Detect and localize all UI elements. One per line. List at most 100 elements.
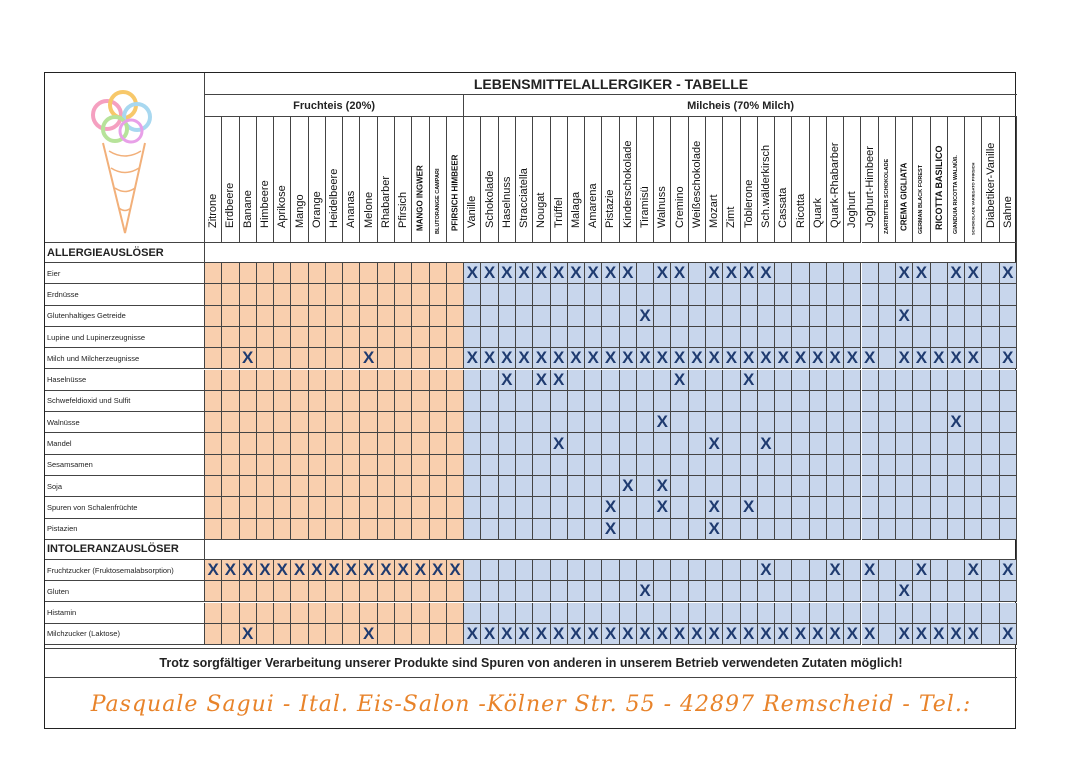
table-cell: X	[429, 559, 447, 582]
table-cell: X	[671, 369, 689, 391]
table-cell	[481, 476, 499, 498]
column-header-label: Sahne	[1001, 196, 1014, 228]
table-cell	[602, 390, 620, 413]
allergen-mark: X	[777, 623, 789, 643]
table-cell: X	[896, 263, 914, 285]
allergen-mark: X	[708, 433, 720, 453]
table-cell	[256, 518, 275, 540]
column-header-label: PFIRSICH HIMBEER	[450, 154, 460, 231]
table-cell	[567, 390, 586, 413]
table-cell	[533, 476, 551, 498]
table-cell	[792, 369, 810, 391]
allergen-mark: X	[708, 623, 720, 643]
table-cell	[688, 559, 706, 582]
allergen-mark: X	[380, 560, 392, 580]
table-cell	[723, 497, 741, 519]
table-cell	[826, 602, 845, 624]
table-cell	[343, 348, 361, 370]
table-cell	[809, 263, 827, 285]
table-cell	[982, 326, 1000, 349]
table-cell	[878, 326, 897, 349]
table-cell	[688, 602, 706, 624]
table-cell: X	[688, 623, 706, 646]
table-cell	[913, 581, 931, 603]
table-cell	[567, 602, 586, 624]
table-cell	[239, 497, 257, 519]
table-cell	[446, 326, 465, 349]
allergen-mark: X	[466, 348, 478, 368]
allergen-mark: X	[552, 348, 565, 368]
table-cell	[395, 476, 413, 498]
table-cell	[550, 497, 568, 519]
table-cell	[464, 497, 482, 519]
table-cell	[809, 602, 827, 624]
allergen-mark: X	[915, 623, 928, 643]
table-cell	[515, 326, 534, 349]
table-cell	[930, 476, 948, 498]
table-cell	[429, 390, 447, 413]
ice-cream-cone-icon	[45, 73, 205, 243]
table-cell	[446, 518, 465, 540]
table-cell	[498, 412, 516, 434]
table-cell	[982, 284, 1000, 306]
table-cell: X	[999, 263, 1017, 285]
table-cell	[567, 581, 586, 603]
allergen-mark: X	[846, 348, 859, 368]
table-cell	[740, 476, 758, 498]
table-cell: X	[585, 348, 603, 370]
column-header-label: Joghurt	[846, 191, 859, 228]
table-cell	[792, 602, 810, 624]
allergen-mark: X	[466, 263, 478, 283]
allergen-mark: X	[967, 623, 979, 643]
table-cell	[464, 559, 482, 582]
table-cell	[671, 326, 689, 349]
table-cell	[930, 326, 948, 349]
table-cell	[671, 581, 689, 603]
column-header-label: Haselnuss	[500, 176, 513, 228]
table-cell	[239, 305, 257, 327]
table-cell: X	[498, 623, 516, 646]
table-cell	[913, 454, 931, 476]
table-cell	[533, 518, 551, 540]
table-cell: X	[619, 263, 637, 285]
table-cell	[757, 497, 776, 519]
table-cell: X	[533, 623, 551, 646]
table-cell	[205, 454, 223, 476]
table-cell	[930, 284, 948, 306]
table-cell	[239, 518, 257, 540]
allergen-mark: X	[708, 348, 720, 368]
row-label: Eier	[45, 263, 205, 285]
table-cell	[222, 412, 240, 434]
table-cell	[343, 454, 361, 476]
table-cell	[412, 623, 430, 646]
row-label: Gluten	[45, 581, 205, 603]
table-cell: X	[723, 348, 741, 370]
table-cell: X	[947, 348, 966, 370]
table-cell	[360, 581, 378, 603]
table-cell	[429, 518, 447, 540]
table-cell	[688, 497, 706, 519]
allergen-mark: X	[725, 348, 738, 368]
table-cell	[481, 602, 499, 624]
table-cell	[775, 284, 793, 306]
table-cell	[792, 305, 810, 327]
column-header: Schokolade	[481, 117, 499, 243]
table-cell	[671, 412, 689, 434]
allergen-mark: X	[242, 348, 254, 368]
allergen-mark: X	[362, 560, 375, 580]
table-cell: X	[654, 412, 672, 434]
table-cell	[239, 412, 257, 434]
table-cell	[291, 581, 309, 603]
table-cell	[947, 369, 966, 391]
table-cell	[308, 602, 326, 624]
allergen-mark: X	[743, 497, 755, 517]
table-cell	[826, 263, 845, 285]
row-label: Sesamsamen	[45, 454, 205, 476]
column-header: RICOTTA BASILICO	[930, 117, 948, 243]
table-cell	[602, 369, 620, 391]
table-cell	[861, 305, 879, 327]
allergen-mark: X	[915, 348, 928, 368]
table-cell	[636, 559, 655, 582]
column-header: Vanille	[464, 117, 482, 243]
table-cell	[498, 390, 516, 413]
